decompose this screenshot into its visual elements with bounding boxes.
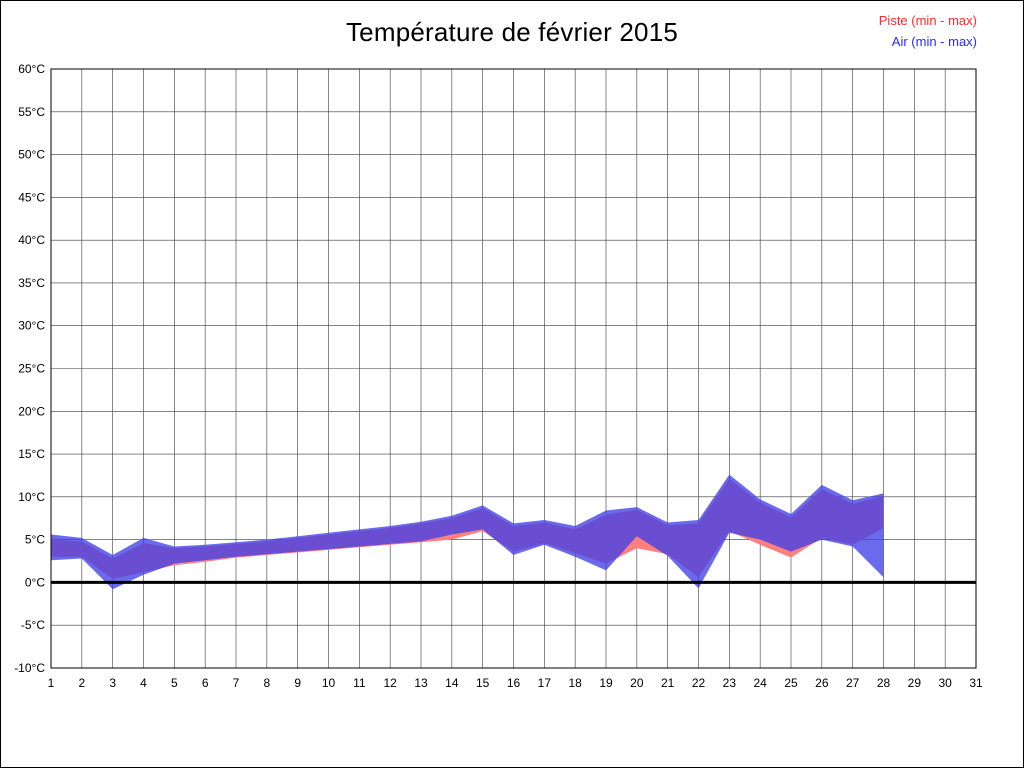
svg-text:3: 3 (109, 676, 116, 690)
svg-text:45°C: 45°C (18, 190, 45, 204)
svg-text:22: 22 (692, 676, 706, 690)
svg-text:19: 19 (599, 676, 613, 690)
x-tick-labels: 1 2 3 4 5 6 7 8 9 10 11 12 13 14 15 16 17 18 19 20 21 22 23 24 2… (48, 676, 983, 690)
svg-text:6: 6 (202, 676, 209, 690)
svg-text:-5°C: -5°C (21, 618, 45, 632)
svg-text:9: 9 (294, 676, 301, 690)
legend-item-air: Air (min - max) (891, 34, 977, 49)
svg-text:28: 28 (877, 676, 891, 690)
svg-text:14: 14 (445, 676, 459, 690)
svg-text:15: 15 (476, 676, 490, 690)
svg-text:29: 29 (908, 676, 922, 690)
svg-text:23: 23 (723, 676, 737, 690)
y-tick-labels: -10°C -5°C 0°C 5°C 10°C 15°C 20°C 25°C 30°C 35°C 4… (14, 62, 45, 675)
svg-text:8: 8 (263, 676, 270, 690)
svg-text:31: 31 (969, 676, 983, 690)
svg-text:-10°C: -10°C (14, 661, 45, 675)
svg-text:40°C: 40°C (18, 233, 45, 247)
svg-text:5: 5 (171, 676, 178, 690)
svg-text:20°C: 20°C (18, 404, 45, 418)
svg-text:2: 2 (78, 676, 85, 690)
svg-text:17: 17 (538, 676, 552, 690)
svg-text:16: 16 (507, 676, 521, 690)
svg-text:10: 10 (322, 676, 336, 690)
svg-text:30: 30 (938, 676, 952, 690)
svg-text:13: 13 (414, 676, 428, 690)
svg-text:27: 27 (846, 676, 860, 690)
svg-text:20: 20 (630, 676, 644, 690)
svg-text:25: 25 (784, 676, 798, 690)
svg-text:11: 11 (353, 676, 366, 690)
svg-text:30°C: 30°C (18, 319, 45, 333)
svg-text:0°C: 0°C (25, 575, 45, 589)
gridlines (50, 68, 977, 669)
svg-text:21: 21 (661, 676, 675, 690)
svg-text:26: 26 (815, 676, 829, 690)
svg-text:12: 12 (383, 676, 397, 690)
svg-text:4: 4 (140, 676, 147, 690)
legend: Piste (min - max) Air (min - max) (879, 10, 977, 52)
svg-text:24: 24 (753, 676, 767, 690)
svg-text:60°C: 60°C (18, 62, 45, 76)
svg-text:25°C: 25°C (18, 362, 45, 376)
svg-text:5°C: 5°C (25, 533, 45, 547)
svg-text:50°C: 50°C (18, 148, 45, 162)
plot-border (50, 68, 977, 669)
svg-text:10°C: 10°C (18, 490, 45, 504)
svg-text:7: 7 (233, 676, 240, 690)
legend-item-piste: Piste (min - max) (878, 13, 977, 28)
svg-text:15°C: 15°C (18, 447, 45, 461)
svg-text:1: 1 (48, 676, 55, 690)
chart-title: Température de février 2015 (345, 17, 679, 47)
svg-text:35°C: 35°C (18, 276, 45, 290)
svg-text:18: 18 (568, 676, 582, 690)
svg-text:55°C: 55°C (18, 105, 45, 119)
air-band (51, 474, 884, 590)
